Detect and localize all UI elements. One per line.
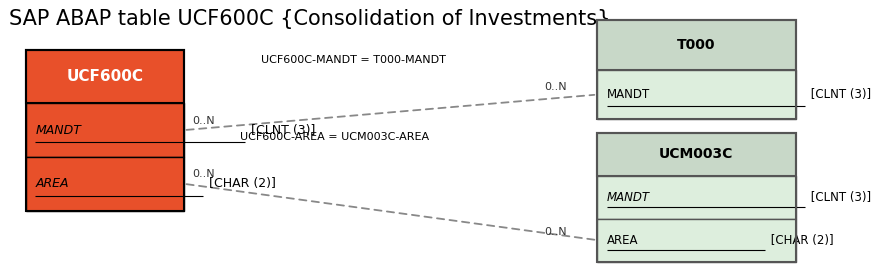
Text: AREA: AREA <box>36 177 69 190</box>
Text: T000: T000 <box>677 38 716 52</box>
Text: 0..N: 0..N <box>545 227 567 237</box>
Text: MANDT: MANDT <box>36 124 81 137</box>
Text: UCF600C-AREA = UCM003C-AREA: UCF600C-AREA = UCM003C-AREA <box>240 132 430 142</box>
Text: UCM003C: UCM003C <box>659 147 733 161</box>
FancyBboxPatch shape <box>25 50 183 103</box>
Text: 0..N: 0..N <box>192 116 215 126</box>
FancyBboxPatch shape <box>25 157 183 211</box>
Text: [CLNT (3)]: [CLNT (3)] <box>807 191 870 204</box>
Text: UCF600C: UCF600C <box>66 69 143 84</box>
Text: MANDT: MANDT <box>607 191 650 204</box>
FancyBboxPatch shape <box>597 70 795 120</box>
FancyBboxPatch shape <box>597 20 795 70</box>
Text: [CHAR (2)]: [CHAR (2)] <box>204 177 276 190</box>
FancyBboxPatch shape <box>597 133 795 176</box>
Text: [CLNT (3)]: [CLNT (3)] <box>247 124 315 137</box>
Text: 0..N: 0..N <box>192 169 215 179</box>
FancyBboxPatch shape <box>25 103 183 157</box>
FancyBboxPatch shape <box>597 219 795 262</box>
Text: [CLNT (3)]: [CLNT (3)] <box>807 88 870 101</box>
Text: 0..N: 0..N <box>545 82 567 92</box>
Text: SAP ABAP table UCF600C {Consolidation of Investments}: SAP ABAP table UCF600C {Consolidation of… <box>10 9 611 30</box>
FancyBboxPatch shape <box>597 176 795 219</box>
Text: AREA: AREA <box>607 234 638 247</box>
Text: MANDT: MANDT <box>607 88 650 101</box>
Text: UCF600C-MANDT = T000-MANDT: UCF600C-MANDT = T000-MANDT <box>261 55 445 65</box>
Text: [CHAR (2)]: [CHAR (2)] <box>766 234 834 247</box>
